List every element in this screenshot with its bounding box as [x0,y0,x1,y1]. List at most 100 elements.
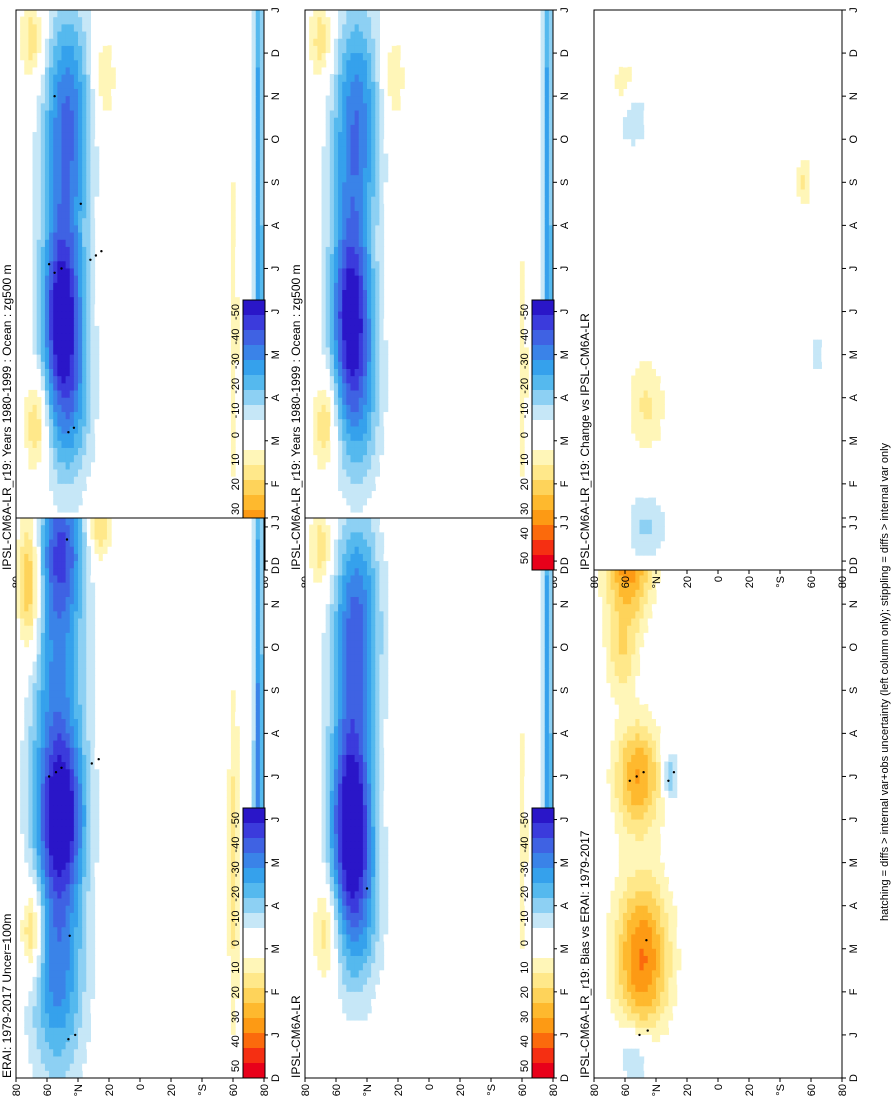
heat-cell [259,761,264,770]
heat-cell [32,668,38,676]
heat-cell [82,217,87,226]
heat-cell [36,267,42,276]
heat-cell [342,490,347,499]
heat-cell [255,181,261,190]
heat-cell [358,52,364,61]
heat-cell [90,518,96,526]
heat-cell [102,538,108,547]
heat-cell [230,933,236,942]
heat-cell [358,45,364,54]
heat-cell [65,411,71,420]
heat-cell [36,518,42,526]
heat-cell [86,476,91,484]
heat-cell [325,948,331,956]
heat-cell [362,217,368,226]
heat-cell [40,761,46,770]
heat-cell [519,246,525,255]
heat-cell [24,1027,30,1035]
heat-cell [44,174,50,183]
heat-cell [375,318,380,326]
heat-cell [73,955,79,964]
heat-cell [82,81,87,89]
heat-cell [36,425,42,434]
heat-cell [78,339,83,348]
heat-cell [354,325,360,334]
heat-cell [371,109,376,118]
heat-cell [342,447,347,456]
heat-cell [65,574,71,583]
heat-cell [338,196,343,204]
heat-cell [86,653,91,662]
heat-cell [82,560,87,569]
heat-cell [317,23,323,32]
heat-cell [44,181,50,190]
heat-cell [346,411,352,420]
heat-cell [57,461,63,470]
heat-cell [40,660,46,669]
heat-cell [82,538,87,547]
heat-cell [69,998,75,1007]
heat-cell [317,30,323,39]
heat-cell [86,761,91,770]
heat-cell [321,174,327,183]
heat-cell [358,174,364,183]
heat-cell [342,145,347,154]
heat-cell [28,518,34,526]
heat-cell [255,639,261,648]
heat-cell [338,152,343,161]
heat-cell [329,210,335,219]
heat-cell [78,145,83,154]
heat-cell [28,1012,34,1021]
heat-cell [61,668,67,676]
panel-2: DJFMAMJJASONDJ8060°N20020°S6080IPSL-CM6A… [230,7,571,588]
heat-cell [65,948,71,956]
heat-cell [540,131,546,140]
heat-cell [53,546,58,554]
x-tick-label: F [270,480,282,487]
heat-cell [333,411,339,420]
heat-cell [49,354,54,362]
heat-cell [61,303,67,312]
heat-cell [53,196,58,204]
heat-cell [226,826,232,834]
heat-cell [24,66,30,75]
heat-cell [259,196,264,204]
heat-cell [32,425,38,434]
heat-cell [49,704,54,712]
heat-cell [53,275,58,283]
heat-cell [78,397,83,405]
heat-cell [57,38,63,46]
heat-cell [32,1048,38,1057]
heat-cell [90,962,96,971]
heat-cell [61,998,67,1007]
heat-cell [346,389,352,398]
heat-cell [544,95,550,104]
heat-cell [44,653,50,662]
heat-cell [317,16,323,25]
heat-cell [82,275,87,283]
heat-cell [519,310,525,319]
heat-cell [362,411,368,420]
heat-cell [235,818,240,827]
heat-cell [49,346,54,355]
heat-cell [342,282,347,290]
heat-cell [251,768,257,777]
heat-cell [32,224,38,233]
heat-cell [36,246,42,255]
heat-cell [255,531,261,540]
heat-cell [36,138,42,147]
heat-cell [32,596,38,605]
heat-cell [86,66,91,75]
heat-cell [383,382,389,391]
heat-cell [78,275,83,283]
heat-cell [94,869,100,877]
heat-cell [44,818,50,827]
heat-cell [354,389,360,398]
heat-cell [321,296,327,305]
heat-cell [65,346,71,355]
heat-cell [346,275,352,283]
heat-cell [69,768,75,777]
heat-cell [255,231,261,240]
heat-cell [540,145,546,154]
heat-cell [350,504,356,513]
